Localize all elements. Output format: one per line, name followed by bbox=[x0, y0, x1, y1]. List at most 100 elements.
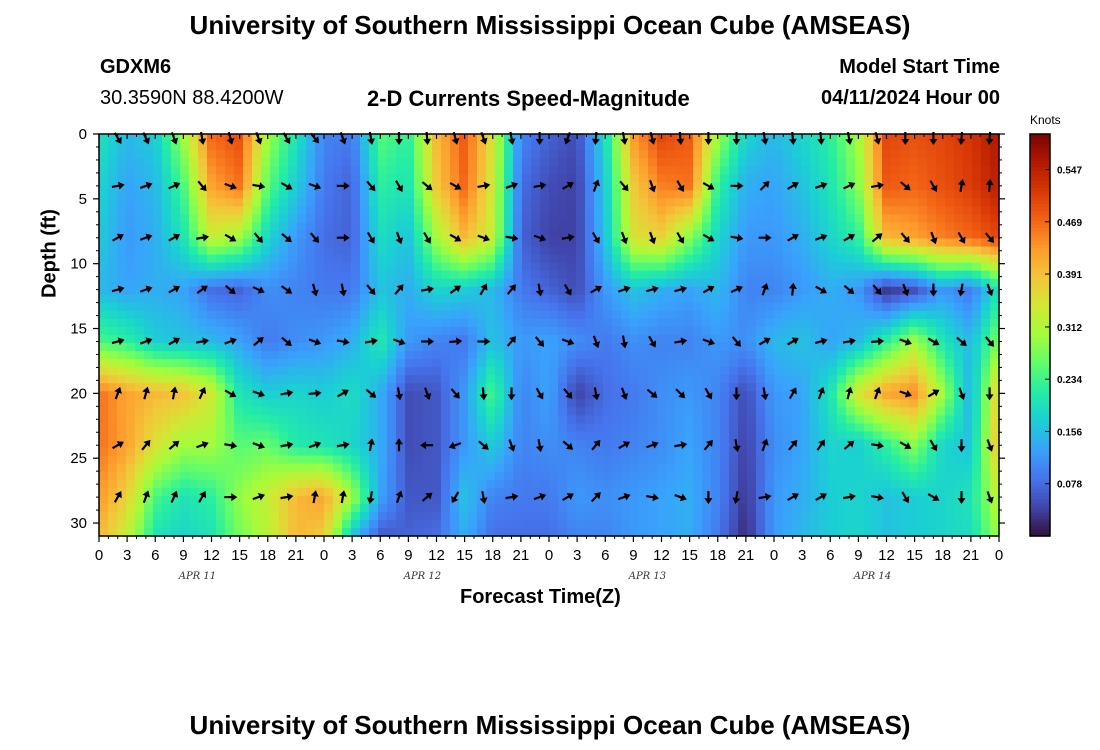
heatmap-cell bbox=[360, 447, 370, 457]
heatmap-cell bbox=[711, 326, 721, 336]
heatmap-cell bbox=[288, 391, 298, 400]
heatmap-cell bbox=[675, 431, 685, 441]
heatmap-cell bbox=[540, 527, 550, 537]
heatmap-cell bbox=[207, 439, 217, 449]
heatmap-cell bbox=[774, 503, 784, 513]
heatmap-cell bbox=[477, 519, 487, 529]
heatmap-cell bbox=[585, 262, 595, 272]
heatmap-cell bbox=[756, 270, 766, 280]
heatmap-cell bbox=[981, 423, 991, 433]
heatmap-cell bbox=[531, 238, 541, 248]
heatmap-cell bbox=[432, 150, 442, 159]
heatmap-cell bbox=[360, 335, 370, 344]
heatmap-cell bbox=[432, 391, 442, 400]
heatmap-cell bbox=[288, 278, 298, 288]
heatmap-cell bbox=[855, 310, 865, 320]
heatmap-cell bbox=[459, 375, 469, 384]
heatmap-cell bbox=[891, 351, 901, 360]
heatmap-cell bbox=[252, 166, 262, 175]
heatmap-cell bbox=[144, 150, 154, 159]
heatmap-cell bbox=[234, 383, 244, 392]
heatmap-cell bbox=[486, 431, 496, 441]
heatmap-cell bbox=[765, 262, 775, 272]
heatmap-cell bbox=[180, 294, 190, 304]
heatmap-cell bbox=[846, 150, 856, 159]
heatmap-cell bbox=[450, 318, 460, 328]
heatmap-cell bbox=[792, 367, 802, 376]
heatmap-cell bbox=[666, 335, 676, 344]
heatmap-cell bbox=[387, 503, 397, 513]
heatmap-cell bbox=[288, 262, 298, 272]
heatmap-cell bbox=[540, 270, 550, 280]
heatmap-cell bbox=[819, 463, 829, 473]
heatmap-cell bbox=[270, 335, 280, 344]
heatmap-cell bbox=[189, 158, 199, 167]
heatmap-cell bbox=[765, 495, 775, 505]
heatmap-cell bbox=[675, 359, 685, 368]
heatmap-cell bbox=[693, 294, 703, 304]
heatmap-cell bbox=[936, 471, 946, 481]
heatmap-cell bbox=[450, 439, 460, 449]
heatmap-cell bbox=[387, 383, 397, 392]
heatmap-cell bbox=[216, 150, 226, 159]
heatmap-cell bbox=[918, 447, 928, 457]
heatmap-cell bbox=[477, 302, 487, 312]
heatmap-cell bbox=[270, 182, 280, 191]
heatmap-cell bbox=[243, 262, 253, 272]
heatmap-cell bbox=[189, 391, 199, 400]
heatmap-cell bbox=[621, 495, 631, 505]
heatmap-cell bbox=[801, 463, 811, 473]
heatmap-cell bbox=[522, 190, 532, 199]
heatmap-cell bbox=[774, 343, 784, 352]
heatmap-cell bbox=[612, 166, 622, 175]
heatmap-cell bbox=[522, 134, 532, 143]
heatmap-cell bbox=[135, 158, 145, 167]
heatmap-cell bbox=[531, 383, 541, 392]
heatmap-cell bbox=[405, 158, 415, 167]
heatmap-cell bbox=[684, 431, 694, 441]
heatmap-cell bbox=[693, 407, 703, 416]
heatmap-cell bbox=[801, 246, 811, 256]
heatmap-cell bbox=[459, 487, 469, 497]
heatmap-cell bbox=[675, 158, 685, 167]
heatmap-cell bbox=[243, 158, 253, 167]
heatmap-cell bbox=[657, 302, 667, 312]
heatmap-cell bbox=[243, 471, 253, 481]
heatmap-cell bbox=[837, 487, 847, 497]
heatmap-cell bbox=[360, 503, 370, 513]
heatmap-cell bbox=[189, 335, 199, 344]
heatmap-cell bbox=[639, 270, 649, 280]
heatmap-cell bbox=[594, 495, 604, 505]
heatmap-cell bbox=[360, 230, 370, 240]
heatmap-cell bbox=[351, 150, 361, 159]
heatmap-cell bbox=[603, 431, 613, 441]
heatmap-cell bbox=[792, 270, 802, 280]
heatmap-cell bbox=[405, 278, 415, 288]
heatmap-cell bbox=[747, 471, 757, 481]
heatmap-cell bbox=[765, 359, 775, 368]
heatmap-cell bbox=[810, 415, 820, 425]
heatmap-cell bbox=[261, 134, 271, 143]
heatmap-cell bbox=[747, 278, 757, 288]
heatmap-cell bbox=[603, 519, 613, 529]
heatmap-cell bbox=[459, 455, 469, 465]
heatmap-cell bbox=[108, 431, 118, 441]
heatmap-cell bbox=[882, 407, 892, 416]
heatmap-cell bbox=[909, 375, 919, 384]
heatmap-cell bbox=[981, 415, 991, 425]
heatmap-cell bbox=[297, 310, 307, 320]
heatmap-cell bbox=[963, 519, 973, 529]
heatmap-cell bbox=[828, 190, 838, 199]
heatmap-cell bbox=[675, 375, 685, 384]
heatmap-cell bbox=[117, 198, 127, 207]
heatmap-cell bbox=[639, 511, 649, 521]
heatmap-cell bbox=[792, 214, 802, 224]
heatmap-cell bbox=[342, 503, 352, 513]
heatmap-cell bbox=[144, 447, 154, 457]
heatmap-cell bbox=[567, 158, 577, 167]
heatmap-cell bbox=[702, 439, 712, 449]
heatmap-cell bbox=[981, 359, 991, 368]
heatmap-cell bbox=[927, 407, 937, 416]
heatmap-cell bbox=[972, 479, 982, 489]
